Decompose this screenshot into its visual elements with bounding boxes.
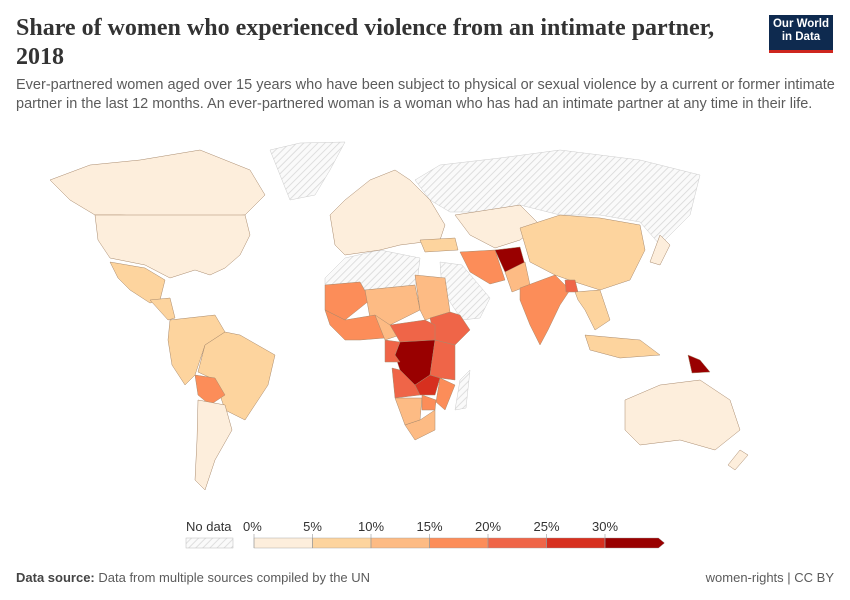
country-greenland[interactable] xyxy=(269,141,346,201)
legend-tick-label: 10% xyxy=(358,519,384,534)
world-map: No data 0% 5% 10% 15% 20% 25% 30% xyxy=(49,141,749,549)
country-europe[interactable] xyxy=(329,169,446,256)
data-source-text[interactable]: Data from multiple sources compiled by t… xyxy=(98,570,371,585)
legend-tick-label: 25% xyxy=(533,519,559,534)
country-brazil[interactable] xyxy=(197,331,276,421)
country-sudan[interactable] xyxy=(414,274,451,321)
country-united-states[interactable] xyxy=(94,214,251,279)
country-central-america[interactable] xyxy=(149,297,176,321)
country-west-sahel[interactable] xyxy=(324,281,371,321)
map-legend: No data 0% 5% 10% 15% 20% 25% 30% xyxy=(185,519,665,549)
country-central-asia[interactable] xyxy=(454,204,541,249)
country-central-sahel[interactable] xyxy=(364,284,421,326)
legend-tick-label: 30% xyxy=(592,519,618,534)
legend-tick-label: 0% xyxy=(243,519,262,534)
legend-bin-5[interactable] xyxy=(546,537,606,549)
legend-tick-label: 20% xyxy=(475,519,501,534)
legend-bin-1[interactable] xyxy=(312,537,372,549)
country-china[interactable] xyxy=(519,214,646,291)
legend-tick-label: 15% xyxy=(416,519,442,534)
legend-tick-label: 5% xyxy=(303,519,322,534)
chart-subtitle: Ever-partnered women aged over 15 years … xyxy=(16,77,835,112)
country-argentina-and-chile[interactable] xyxy=(194,399,233,491)
country-russia[interactable] xyxy=(414,149,701,246)
data-source-label: Data source: xyxy=(16,570,95,585)
country-coastal-west-africa[interactable] xyxy=(324,309,386,341)
legend-no-data-swatch[interactable] xyxy=(185,537,234,549)
legend-bin-0[interactable] xyxy=(253,537,313,549)
license-text[interactable]: women-rights | CC BY xyxy=(705,570,834,585)
legend-bin-4[interactable] xyxy=(487,537,547,549)
country-india[interactable] xyxy=(519,274,571,346)
country-bolivia[interactable] xyxy=(194,374,226,406)
chart-title: Share of women who experienced violence … xyxy=(16,15,715,70)
country-turkey[interactable] xyxy=(419,237,459,253)
country-japan[interactable] xyxy=(649,234,671,266)
country-zambia[interactable] xyxy=(414,374,441,396)
country-cameroon-and-gabon[interactable] xyxy=(384,339,401,363)
country-zimbabwe[interactable] xyxy=(421,394,437,411)
legend-bin-6[interactable] xyxy=(604,537,665,549)
legend-bin-2[interactable] xyxy=(370,537,430,549)
country-east-africa[interactable] xyxy=(429,339,456,381)
country-papua-new-guinea[interactable] xyxy=(687,354,711,374)
country-new-zealand[interactable] xyxy=(727,449,749,471)
country-mozambique[interactable] xyxy=(435,377,456,411)
country-maritime-southeast-asia[interactable] xyxy=(584,334,661,359)
country-madagascar[interactable] xyxy=(454,369,471,411)
country-south-africa[interactable] xyxy=(404,409,436,441)
legend-no-data-label: No data xyxy=(186,519,232,534)
country-southeast-asia[interactable] xyxy=(574,289,611,331)
owid-logo[interactable]: Our World in Data xyxy=(769,15,833,53)
country-south-sudan-and-car[interactable] xyxy=(389,319,436,343)
data-source: Data source: Data from multiple sources … xyxy=(16,570,370,585)
country-canada[interactable] xyxy=(49,149,266,219)
legend-bin-3[interactable] xyxy=(429,537,489,549)
country-iran[interactable] xyxy=(459,249,506,285)
country-australia[interactable] xyxy=(624,379,741,451)
